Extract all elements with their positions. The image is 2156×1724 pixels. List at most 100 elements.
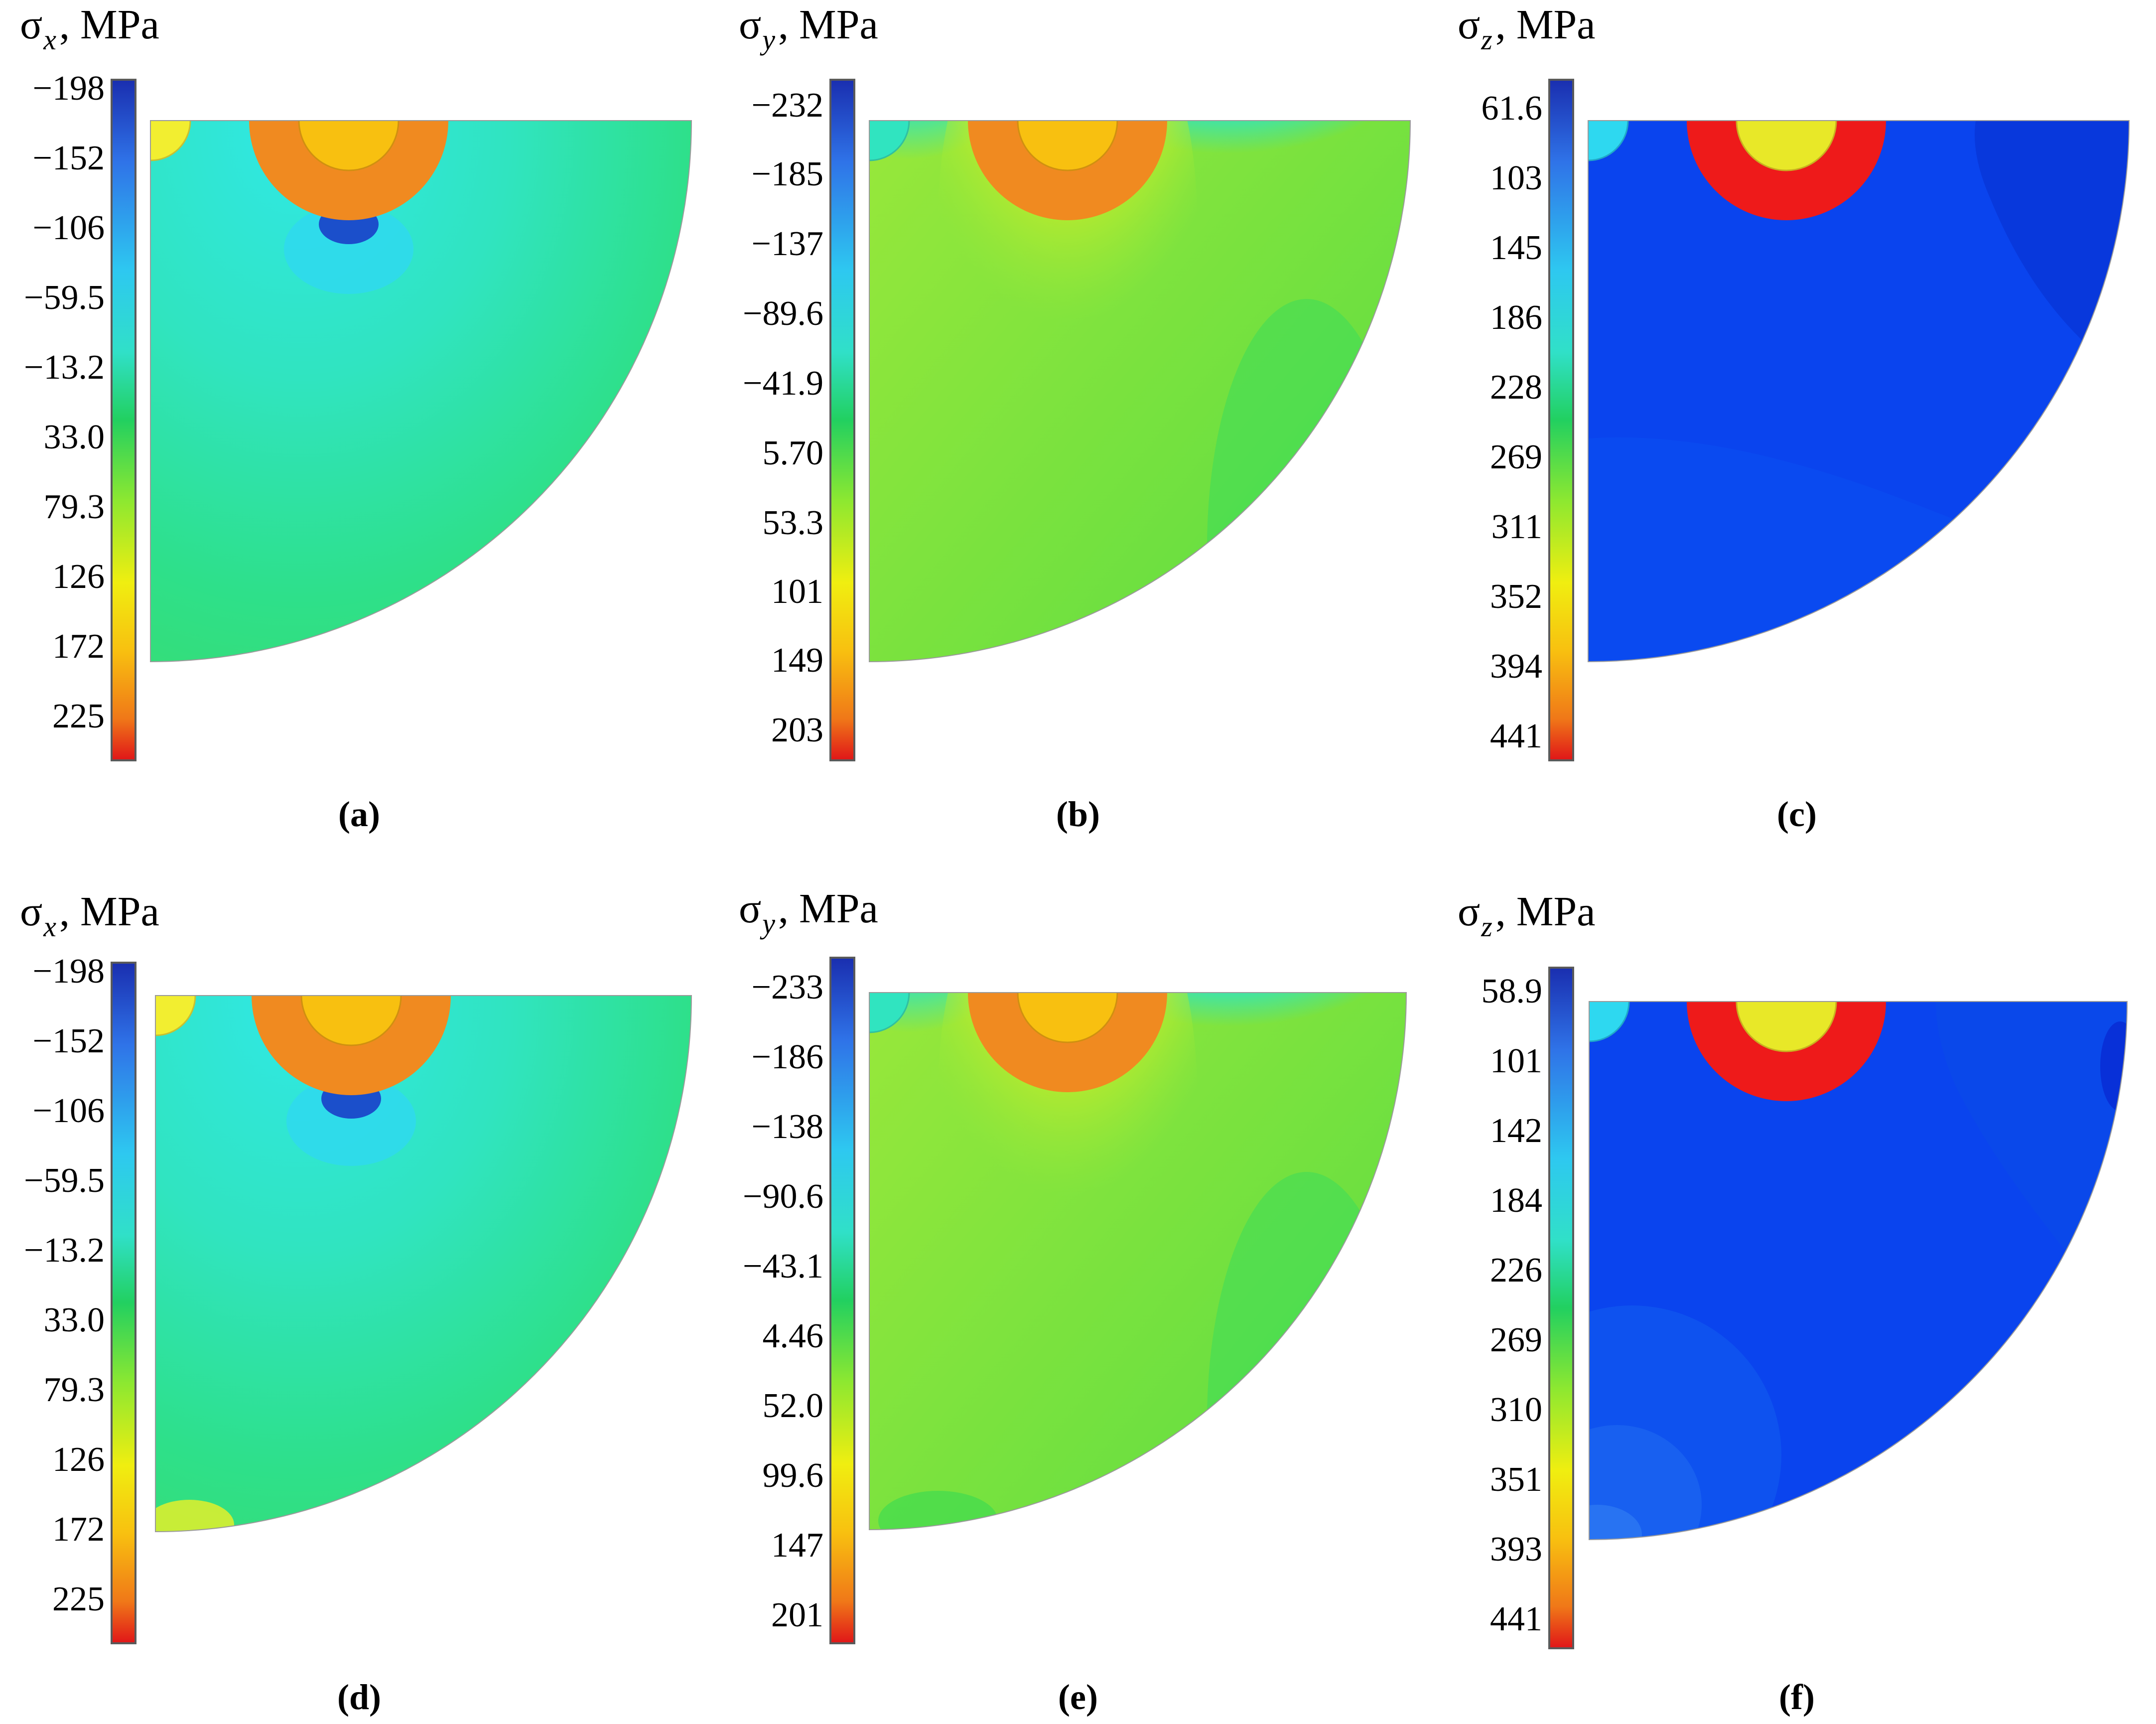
tick-label: −186 bbox=[751, 1038, 823, 1076]
title-symbol: σ bbox=[20, 888, 43, 935]
tick-label: −233 bbox=[751, 968, 823, 1006]
colorbar-ticks: 58.9 101 142 184 226 269 310 351 393 441 bbox=[1438, 862, 1543, 1724]
tick-label: 393 bbox=[1490, 1530, 1542, 1569]
colorbar bbox=[111, 79, 136, 761]
title-unit: , MPa bbox=[59, 888, 159, 935]
tick-label: −89.6 bbox=[743, 294, 823, 333]
colorbar-ticks: 61.6 103 145 186 228 269 311 352 394 441 bbox=[1438, 0, 1543, 862]
colorbar bbox=[111, 962, 136, 1644]
panel-label: (f) bbox=[1779, 1677, 1815, 1717]
colorbar-ticks: −232 −185 −137 −89.6 −41.9 5.70 53.3 101… bbox=[719, 0, 823, 862]
quarter-disk-field bbox=[869, 120, 1411, 663]
quarter-disk-field bbox=[869, 992, 1407, 1531]
tick-label: −90.6 bbox=[743, 1177, 823, 1216]
panel-b: σy, MPa −232 −185 −137 −89.6 −41.9 5.70 … bbox=[719, 0, 1437, 862]
tick-label: 147 bbox=[771, 1526, 823, 1565]
tick-label: −198 bbox=[32, 952, 105, 991]
tick-label: 269 bbox=[1490, 1321, 1542, 1359]
panel-label: (e) bbox=[1058, 1677, 1098, 1717]
tick-label: 33.0 bbox=[43, 418, 105, 456]
quarter-disk-field bbox=[1588, 120, 2130, 663]
tick-label: 394 bbox=[1490, 647, 1542, 686]
tick-label: 101 bbox=[771, 573, 823, 611]
tick-label: 269 bbox=[1490, 438, 1542, 476]
tick-label: 5.70 bbox=[762, 434, 824, 472]
panel-title: σy, MPa bbox=[739, 888, 878, 938]
panel-c: σz, MPa 61.6 103 145 186 228 269 311 352… bbox=[1438, 0, 2156, 862]
tick-label: −41.9 bbox=[743, 364, 823, 403]
title-subscript: x bbox=[43, 23, 57, 56]
title-symbol: σ bbox=[739, 1, 762, 48]
tick-label: −106 bbox=[32, 1092, 105, 1130]
title-unit: , MPa bbox=[778, 1, 878, 48]
panel-label: (c) bbox=[1777, 794, 1817, 834]
colorbar bbox=[1548, 79, 1574, 761]
stress-field-plot bbox=[1577, 100, 2155, 797]
title-symbol: σ bbox=[20, 1, 43, 48]
title-subscript: z bbox=[1481, 910, 1492, 943]
tick-label: 79.3 bbox=[43, 488, 105, 526]
panel-title: σz, MPa bbox=[1458, 4, 1596, 54]
tick-label: 184 bbox=[1490, 1181, 1542, 1220]
title-subscript: z bbox=[1481, 23, 1492, 56]
stress-field-plot bbox=[858, 973, 1436, 1670]
panel-a: σx, MPa −198 −152 −106 −59.5 −13.2 33.0 … bbox=[0, 0, 718, 862]
panel-title: σx, MPa bbox=[20, 4, 159, 54]
title-subscript: y bbox=[762, 23, 776, 56]
tick-label: 126 bbox=[52, 558, 105, 596]
tick-label: 4.46 bbox=[762, 1317, 824, 1355]
panel-f: σz, MPa 58.9 101 142 184 226 269 310 351… bbox=[1438, 862, 2156, 1724]
title-unit: , MPa bbox=[778, 885, 878, 932]
panel-e: σy, MPa −233 −186 −138 −90.6 −43.1 4.46 … bbox=[719, 862, 1437, 1724]
tick-label: 99.6 bbox=[762, 1456, 824, 1495]
tick-label: −198 bbox=[32, 69, 105, 108]
title-unit: , MPa bbox=[1495, 888, 1596, 935]
tick-label: 58.9 bbox=[1481, 972, 1543, 1010]
tick-label: 142 bbox=[1490, 1112, 1542, 1150]
tick-label: −59.5 bbox=[24, 279, 105, 317]
stress-field-plot bbox=[858, 100, 1436, 797]
colorbar bbox=[829, 79, 855, 761]
tick-label: 352 bbox=[1490, 577, 1542, 616]
tick-label: 172 bbox=[52, 1510, 105, 1549]
tick-label: −106 bbox=[32, 209, 105, 247]
colorbar bbox=[829, 957, 855, 1644]
title-symbol: σ bbox=[739, 885, 762, 932]
title-unit: , MPa bbox=[1495, 1, 1596, 48]
tick-label: 61.6 bbox=[1481, 89, 1543, 128]
quarter-disk-field bbox=[1589, 1001, 2128, 1541]
panel-label: (d) bbox=[337, 1677, 381, 1717]
panel-d: σx, MPa −198 −152 −106 −59.5 −13.2 33.0 … bbox=[0, 862, 718, 1724]
panel-label: (b) bbox=[1056, 794, 1100, 834]
colorbar-ticks: −198 −152 −106 −59.5 −13.2 33.0 79.3 126… bbox=[0, 0, 105, 862]
tick-label: −13.2 bbox=[24, 1231, 105, 1270]
tick-label: −137 bbox=[751, 225, 823, 263]
colorbar-ticks: −198 −152 −106 −59.5 −13.2 33.0 79.3 126… bbox=[0, 862, 105, 1724]
tick-label: 441 bbox=[1490, 717, 1542, 755]
quarter-disk-field bbox=[150, 120, 692, 663]
title-symbol: σ bbox=[1458, 888, 1481, 935]
tick-label: −152 bbox=[32, 139, 105, 177]
tick-label: 186 bbox=[1490, 298, 1542, 337]
tick-label: −13.2 bbox=[24, 348, 105, 387]
tick-label: 145 bbox=[1490, 229, 1542, 267]
tick-label: 310 bbox=[1490, 1391, 1542, 1429]
quarter-disk-field bbox=[155, 995, 692, 1533]
tick-label: 53.3 bbox=[762, 504, 824, 542]
tick-label: 351 bbox=[1490, 1460, 1542, 1499]
tick-label: −59.5 bbox=[24, 1161, 105, 1200]
stress-field-plot bbox=[139, 100, 717, 797]
title-symbol: σ bbox=[1458, 1, 1481, 48]
panel-title: σy, MPa bbox=[739, 4, 878, 54]
tick-label: 52.0 bbox=[762, 1387, 824, 1425]
stress-field-plot bbox=[1577, 977, 2155, 1674]
tick-label: 226 bbox=[1490, 1251, 1542, 1290]
title-subscript: x bbox=[43, 910, 57, 943]
tick-label: 103 bbox=[1490, 159, 1542, 197]
tick-label: −43.1 bbox=[743, 1247, 823, 1286]
tick-label: 172 bbox=[52, 627, 105, 666]
tick-label: 225 bbox=[52, 697, 105, 735]
tick-label: 126 bbox=[52, 1440, 105, 1479]
tick-label: 203 bbox=[771, 711, 823, 749]
stress-field-plot bbox=[139, 972, 717, 1669]
